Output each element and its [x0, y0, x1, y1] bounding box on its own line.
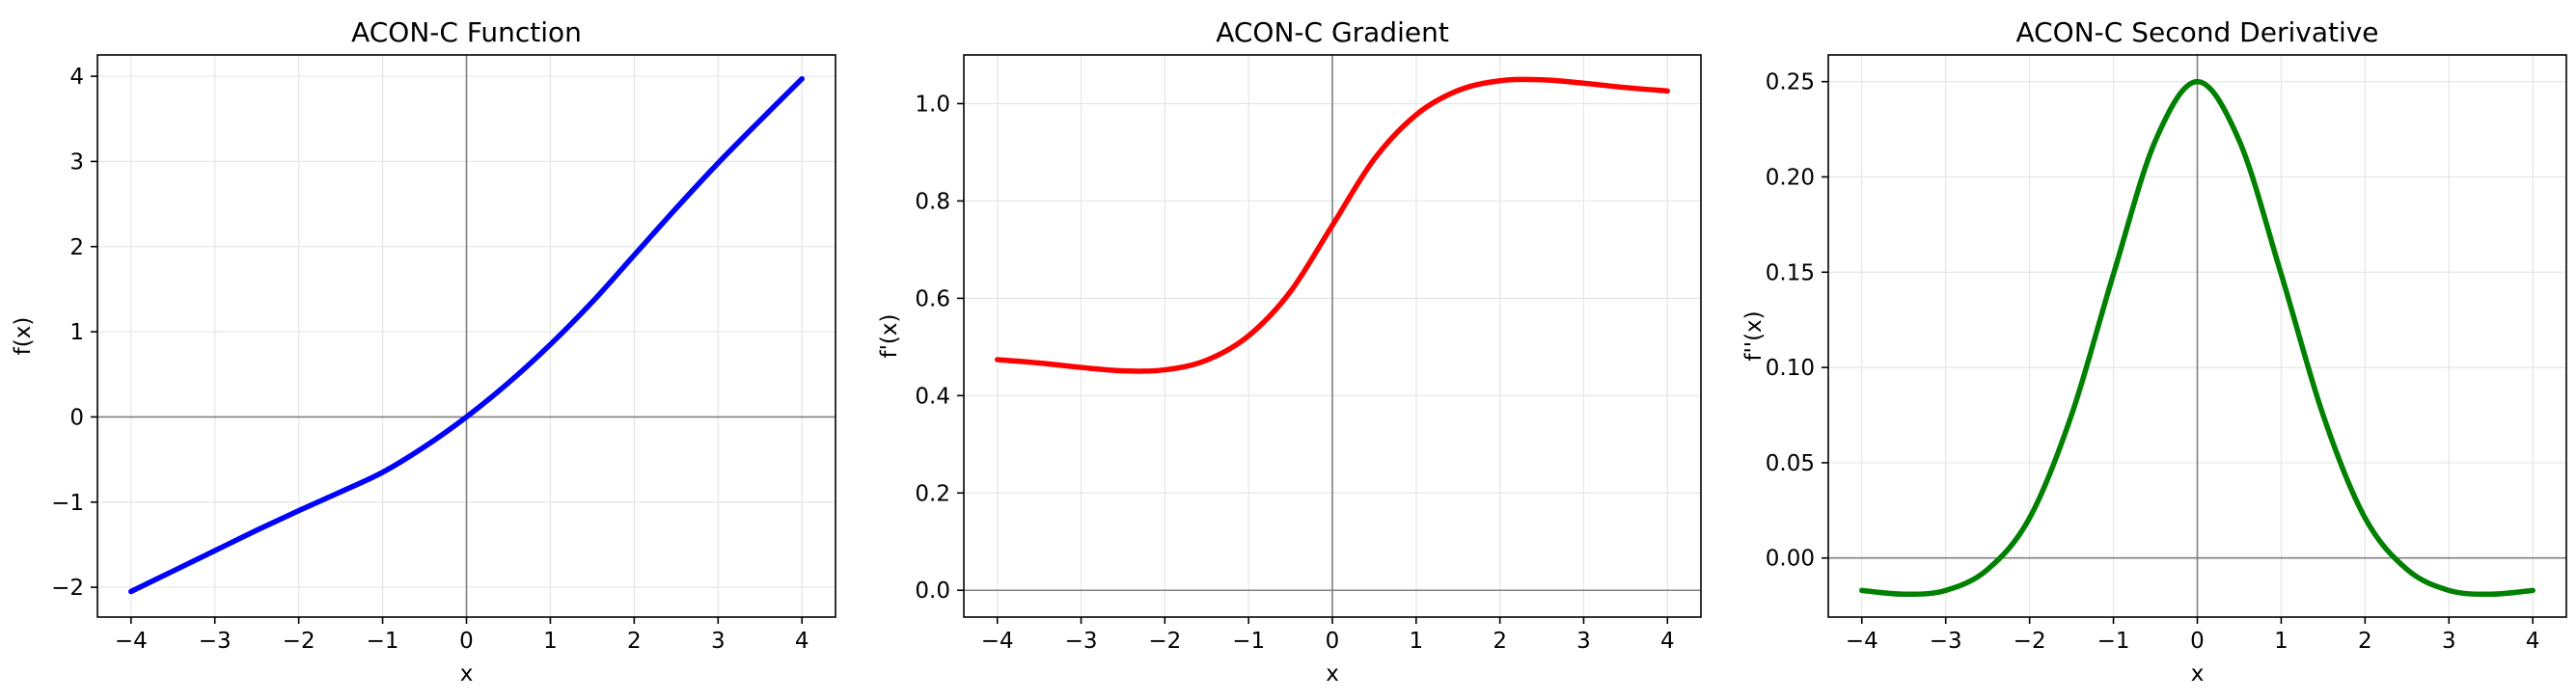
x-tick-label: 3: [2442, 629, 2456, 654]
y-tick-label: 0.8: [915, 189, 950, 214]
y-tick-label: 0.20: [1766, 165, 1815, 190]
chart-panel-1: −4 −3 −2 −1 0 1 2 3 4 −2 −1 0 1 2 3 4 ACON-C Function x f(…: [11, 16, 836, 687]
x-tick-label: 4: [2526, 629, 2540, 654]
chart-panel-3: −4 −3 −2 −1 0 1 2 3 4 0.00 0.05 0.10 0.15 0.20 0.25 ACO…: [1741, 16, 2567, 687]
series-line: [128, 75, 805, 595]
x-tick-label: −3: [199, 629, 232, 654]
x-tick-label: 3: [711, 629, 726, 654]
chart-title: ACON-C Gradient: [1216, 16, 1449, 48]
y-tick-label: 0: [69, 405, 84, 430]
x-tick-label: 0: [2190, 629, 2205, 654]
chart-title: ACON-C Second Derivative: [2015, 16, 2378, 48]
y-tick-label: 0.4: [915, 384, 950, 409]
x-tick-label: 1: [543, 629, 558, 654]
x-tick-label: −2: [283, 629, 315, 654]
x-axis-label: x: [2191, 661, 2205, 687]
y-tick-label: 0.00: [1766, 547, 1815, 572]
x-tick-label: −4: [1846, 629, 1878, 654]
x-tick-label: 2: [627, 629, 642, 654]
x-tick-label: −4: [115, 629, 148, 654]
y-axis-label: f''(x): [1741, 310, 1767, 361]
y-axis-label: f(x): [11, 317, 36, 356]
y-tick-label: 0.25: [1766, 70, 1815, 95]
chart-title: ACON-C Function: [351, 16, 582, 48]
x-tick-label: −1: [1232, 629, 1265, 654]
x-tick-label: 4: [795, 629, 809, 654]
x-tick-label: 2: [1493, 629, 1507, 654]
x-tick-label: −1: [2097, 629, 2130, 654]
y-tick-label: 0.05: [1766, 451, 1815, 476]
y-tick-label: 1.0: [915, 92, 950, 117]
x-tick-label: 3: [1576, 629, 1591, 654]
y-tick-label: 2: [69, 235, 84, 260]
y-tick-label: 3: [69, 149, 84, 175]
y-tick-label: 4: [69, 65, 84, 90]
y-tick-label: 0.15: [1766, 260, 1815, 285]
x-tick-label: −4: [981, 629, 1014, 654]
x-tick-label: 0: [1326, 629, 1340, 654]
y-tick-label: 1: [69, 320, 84, 345]
x-tick-label: −1: [367, 629, 399, 654]
y-tick-label: 0.10: [1766, 356, 1815, 381]
x-tick-label: −2: [2014, 629, 2046, 654]
y-tick-label: 0.6: [915, 286, 950, 311]
x-tick-label: 2: [2358, 629, 2372, 654]
x-axis-label: x: [460, 661, 474, 687]
x-tick-label: −3: [1065, 629, 1098, 654]
x-axis-label: x: [1326, 661, 1339, 687]
y-tick-label: 0.0: [915, 579, 950, 604]
y-tick-label: −1: [51, 491, 84, 516]
y-axis-label: f'(x): [877, 314, 902, 359]
series-line: [994, 76, 1671, 374]
x-tick-label: −2: [1148, 629, 1181, 654]
x-tick-label: 0: [459, 629, 474, 654]
x-tick-label: −3: [1930, 629, 1962, 654]
y-tick-label: −2: [51, 576, 84, 601]
y-tick-label: 0.2: [915, 481, 950, 506]
x-tick-label: 1: [1409, 629, 1423, 654]
x-tick-label: 4: [1660, 629, 1675, 654]
chart-panel-2: −4 −3 −2 −1 0 1 2 3 4 0.0 0.2 0.4 0.6 0.8 1.0 ACON-C Gr…: [877, 16, 1702, 687]
series-line: [1859, 78, 2535, 598]
x-tick-label: 1: [2274, 629, 2288, 654]
